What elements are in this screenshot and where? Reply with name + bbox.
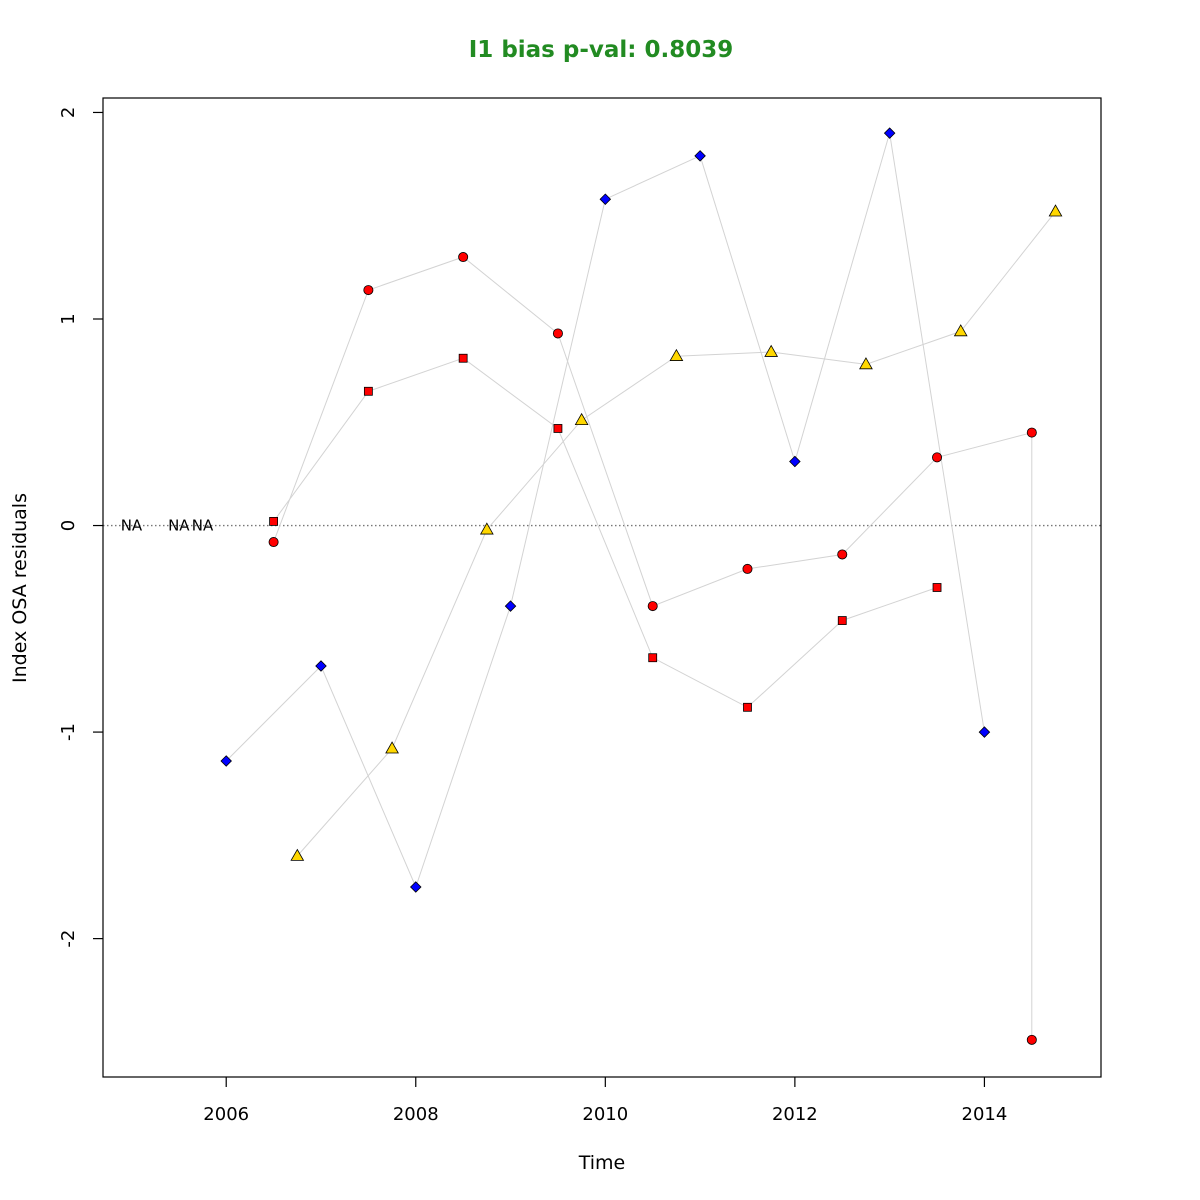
data-point-triangle xyxy=(953,324,968,337)
data-point-square xyxy=(363,386,373,396)
data-point-square xyxy=(837,616,847,625)
data-point-circle xyxy=(837,549,848,560)
y-tick-label: -2 xyxy=(58,930,79,948)
data-point-diamond xyxy=(409,881,422,893)
data-point-triangle xyxy=(1048,204,1063,217)
data-point-triangle xyxy=(385,741,399,754)
na-label: NA xyxy=(121,517,143,535)
data-point-diamond xyxy=(883,127,896,139)
data-point-triangle xyxy=(669,348,684,361)
data-point-diamond xyxy=(694,150,706,162)
axes: 2006 2008 2010 2012 2014 -2 -1 0 1 2 xyxy=(58,107,1007,1125)
na-label: NA xyxy=(192,517,214,535)
series-diamond-connector xyxy=(225,132,985,889)
data-point-circle xyxy=(742,563,753,574)
chart-title: I1 bias p-val: 0.8039 xyxy=(469,37,734,63)
plot-area: NA NA NA xyxy=(103,127,1101,1045)
data-point-square xyxy=(932,583,942,592)
data-point-square xyxy=(553,424,563,433)
na-label: NA xyxy=(168,517,190,535)
x-tick-label: 2010 xyxy=(582,1104,628,1125)
data-point-diamond xyxy=(978,726,991,738)
data-point-diamond xyxy=(315,660,327,672)
data-point-circle xyxy=(932,452,943,463)
data-point-diamond xyxy=(504,600,517,612)
data-point-circle xyxy=(647,601,658,612)
data-point-circle xyxy=(363,285,374,296)
x-tick-label: 2014 xyxy=(962,1104,1008,1125)
series-square-connector xyxy=(273,357,938,708)
data-point-square xyxy=(458,353,468,363)
x-tick-label: 2006 xyxy=(203,1104,249,1125)
x-tick-label: 2012 xyxy=(772,1104,818,1125)
data-point-triangle xyxy=(290,848,305,861)
data-point-circle xyxy=(268,537,279,548)
y-tick-label: 0 xyxy=(58,520,79,531)
data-point-circle xyxy=(458,252,469,263)
y-tick-label: 2 xyxy=(58,107,79,118)
y-tick-label: 1 xyxy=(58,313,79,324)
data-point-circle xyxy=(1026,1034,1037,1045)
data-point-triangle xyxy=(574,412,589,426)
data-point-triangle xyxy=(764,344,779,357)
data-point-square xyxy=(269,517,278,526)
data-point-triangle xyxy=(859,357,873,370)
data-point-circle xyxy=(1026,427,1037,438)
data-point-square xyxy=(743,702,752,712)
x-tick-label: 2008 xyxy=(393,1104,439,1125)
data-point-diamond xyxy=(220,755,232,767)
data-point-square xyxy=(648,653,658,663)
x-axis-label: Time xyxy=(578,1152,626,1174)
data-point-circle xyxy=(552,328,563,339)
data-point-diamond xyxy=(599,193,612,205)
data-point-triangle xyxy=(479,522,494,535)
data-point-diamond xyxy=(789,455,801,468)
series-circle-connector xyxy=(273,256,1033,1040)
series-triangle-connector xyxy=(296,211,1056,857)
y-tick-label: -1 xyxy=(58,723,79,741)
plot-frame xyxy=(102,97,1102,1078)
y-axis-label: Index OSA residuals xyxy=(9,493,31,683)
